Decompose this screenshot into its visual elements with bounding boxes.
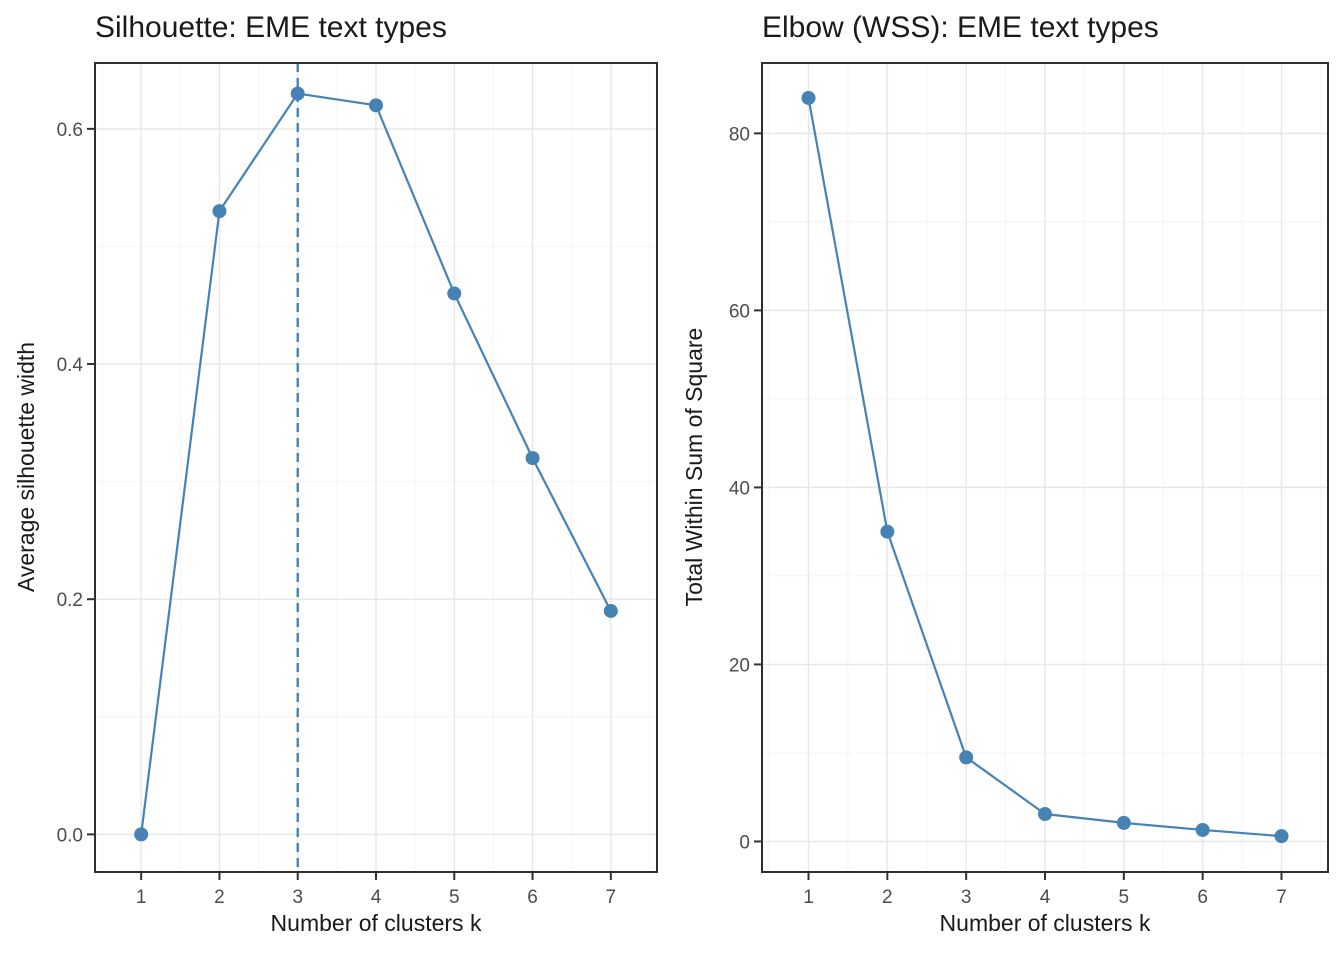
x-tick-label: 2 (214, 887, 225, 908)
x-tick-label: 5 (1119, 887, 1130, 908)
x-tick-label: 5 (449, 887, 460, 908)
silhouette-data-point (525, 451, 540, 466)
silhouette-data-point (134, 827, 149, 842)
elbow-data-point (801, 90, 816, 105)
silhouette-x-axis-title: Number of clusters k (270, 910, 482, 936)
x-tick-label: 1 (803, 887, 814, 908)
y-tick-label: 0.0 (57, 825, 83, 846)
silhouette-y-axis-title: Average silhouette width (13, 341, 39, 593)
y-tick-label: 60 (729, 301, 750, 322)
y-tick-label: 0 (739, 832, 750, 853)
elbow-data-point (880, 524, 895, 539)
elbow-data-point (1116, 815, 1131, 830)
silhouette-data-point (447, 286, 462, 301)
y-tick-label: 0.4 (57, 355, 84, 376)
y-tick-label: 80 (729, 124, 750, 145)
x-tick-label: 6 (527, 887, 538, 908)
x-tick-label: 1 (136, 887, 147, 908)
x-tick-label: 7 (1276, 887, 1287, 908)
silhouette-data-point (212, 204, 227, 219)
elbow-x-axis-title: Number of clusters k (939, 910, 1151, 936)
x-tick-label: 6 (1197, 887, 1208, 908)
elbow-panel: 1 2 3 4 5 6 7 0 20 40 60 80 (729, 62, 1329, 908)
silhouette-chart-title: Silhouette: EME text types (95, 11, 447, 44)
elbow-y-axis-title: Total Within Sum of Square (681, 327, 707, 607)
elbow-data-point (1038, 807, 1052, 822)
x-tick-label: 2 (882, 887, 893, 908)
silhouette-data-point (290, 86, 305, 101)
y-tick-label: 0.6 (57, 120, 83, 141)
x-tick-label: 7 (606, 887, 617, 908)
elbow-data-point (1274, 829, 1289, 844)
y-tick-label: 20 (729, 655, 750, 676)
x-tick-label: 4 (371, 887, 382, 908)
y-tick-label: 0.2 (57, 590, 83, 611)
x-tick-label: 4 (1040, 887, 1051, 908)
silhouette-data-point (369, 98, 383, 113)
elbow-data-point (1195, 822, 1210, 837)
elbow-chart-title: Elbow (WSS): EME text types (762, 11, 1159, 44)
elbow-data-point (959, 750, 974, 765)
y-tick-label: 40 (729, 478, 750, 499)
silhouette-panel: 1 2 3 4 5 6 7 0.0 0.2 0.4 0.6 (57, 62, 658, 908)
x-tick-label: 3 (961, 887, 972, 908)
silhouette-data-point (603, 603, 618, 618)
x-tick-label: 3 (292, 887, 303, 908)
